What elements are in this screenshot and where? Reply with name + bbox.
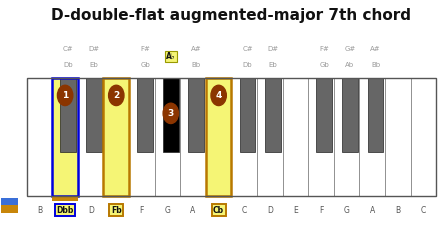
- Text: B: B: [37, 206, 42, 215]
- Text: F: F: [139, 206, 144, 215]
- Circle shape: [58, 85, 73, 106]
- Circle shape: [211, 85, 226, 106]
- Text: E: E: [293, 206, 298, 215]
- Circle shape: [109, 85, 124, 106]
- Bar: [359, 78, 385, 196]
- Bar: [52, 78, 78, 196]
- Bar: [240, 78, 256, 152]
- Bar: [78, 78, 103, 196]
- Bar: [282, 78, 308, 196]
- Bar: [60, 78, 77, 152]
- Bar: [308, 78, 334, 196]
- Text: Bb: Bb: [192, 62, 201, 68]
- Bar: [155, 78, 180, 196]
- Text: C: C: [242, 206, 247, 215]
- Text: 1: 1: [62, 91, 68, 100]
- Text: C: C: [421, 206, 426, 215]
- Bar: [27, 78, 52, 196]
- Text: 3: 3: [168, 109, 174, 118]
- Bar: [316, 78, 332, 152]
- Bar: [1, 198, 18, 205]
- Bar: [27, 78, 436, 196]
- Bar: [206, 78, 231, 196]
- Bar: [334, 78, 359, 196]
- Text: D#: D#: [88, 46, 99, 52]
- Text: A: A: [370, 206, 375, 215]
- Text: D: D: [88, 206, 94, 215]
- Bar: [367, 78, 383, 152]
- Bar: [103, 78, 129, 196]
- Text: G: G: [344, 206, 349, 215]
- Bar: [103, 78, 129, 196]
- Text: Db: Db: [64, 62, 73, 68]
- Bar: [257, 78, 282, 196]
- Text: B: B: [395, 206, 400, 215]
- Text: 4: 4: [216, 91, 222, 100]
- Text: Gb: Gb: [319, 62, 329, 68]
- Text: Fb: Fb: [111, 206, 121, 215]
- Text: G: G: [165, 206, 170, 215]
- Text: D: D: [267, 206, 273, 215]
- Text: D#: D#: [268, 46, 279, 52]
- Text: Cb: Cb: [213, 206, 224, 215]
- Bar: [188, 78, 204, 152]
- Bar: [385, 78, 411, 196]
- Text: Eb: Eb: [90, 62, 99, 68]
- Text: Gb: Gb: [140, 62, 150, 68]
- Bar: [52, 196, 78, 201]
- Text: basicmusictheory.com: basicmusictheory.com: [7, 79, 12, 137]
- Text: G#: G#: [344, 46, 356, 52]
- Bar: [342, 78, 358, 152]
- Text: Dbb: Dbb: [56, 206, 74, 215]
- Text: A#: A#: [191, 46, 202, 52]
- Text: 2: 2: [113, 91, 119, 100]
- Text: C#: C#: [242, 46, 253, 52]
- Text: Ab: Ab: [345, 62, 355, 68]
- Bar: [265, 78, 281, 152]
- Text: C#: C#: [63, 46, 74, 52]
- Bar: [129, 78, 155, 196]
- Text: F#: F#: [319, 46, 329, 52]
- Text: D-double-flat augmented-major 7th chord: D-double-flat augmented-major 7th chord: [51, 9, 411, 23]
- Text: A#: A#: [370, 46, 381, 52]
- Text: Db: Db: [243, 62, 253, 68]
- Text: Eb: Eb: [269, 62, 278, 68]
- Text: F: F: [319, 206, 323, 215]
- Bar: [180, 78, 206, 196]
- Bar: [137, 78, 153, 152]
- Bar: [231, 78, 257, 196]
- Bar: [163, 78, 179, 152]
- Text: A♭: A♭: [166, 52, 176, 61]
- Bar: [206, 78, 231, 196]
- Circle shape: [163, 103, 179, 124]
- Text: Bb: Bb: [371, 62, 380, 68]
- Text: F#: F#: [140, 46, 150, 52]
- Bar: [86, 78, 102, 152]
- Bar: [411, 78, 436, 196]
- Bar: [52, 78, 78, 196]
- Bar: [1, 205, 18, 213]
- Text: A: A: [191, 206, 196, 215]
